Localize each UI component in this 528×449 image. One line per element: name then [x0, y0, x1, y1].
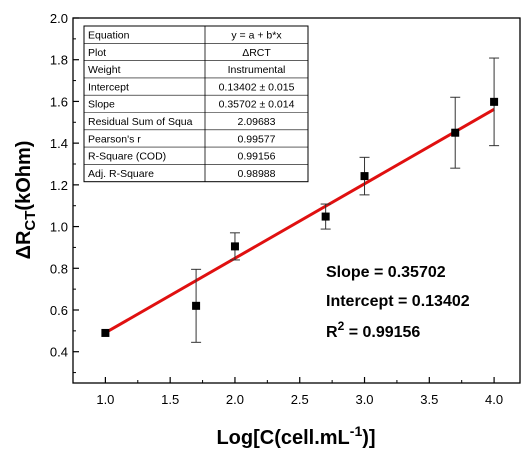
fit-table-value: y = a + b*x: [231, 30, 282, 42]
x-tick-label: 4.0: [485, 392, 503, 407]
fit-table-value: ΔRCT: [242, 47, 271, 59]
fit-line: [104, 108, 495, 335]
plot-frame: [72, 17, 521, 384]
x-tick-label: 3.0: [355, 392, 373, 407]
fit-table-label: Adj. R-Square: [88, 168, 154, 180]
fit-table-label: Slope: [88, 99, 115, 111]
fit-table-label: Weight: [88, 64, 121, 76]
x-tick-label: 1.5: [161, 392, 179, 407]
fit-table-value: Instrumental: [228, 64, 286, 76]
fit-table: [83, 25, 309, 183]
y-tick-label: 2.0: [50, 11, 68, 26]
fit-table-label: Pearson's r: [88, 133, 141, 145]
fit-annotation: Intercept = 0.13402: [326, 293, 470, 310]
data-point: [101, 328, 110, 337]
fit-annotation: R2 = 0.99156: [326, 319, 420, 341]
y-tick-label: 0.8: [50, 261, 68, 276]
data-point: [192, 301, 201, 310]
data-point: [230, 242, 239, 251]
y-tick-label: 0.6: [50, 303, 68, 318]
fit-table-label: Residual Sum of Squa: [88, 116, 193, 128]
x-tick-label: 1.0: [96, 392, 114, 407]
y-tick-label: 0.4: [50, 345, 68, 360]
fit-table-label: Intercept: [88, 81, 129, 93]
y-tick-label: 1.8: [50, 53, 68, 68]
x-tick-label: 2.0: [226, 392, 244, 407]
y-tick-label: 1.6: [50, 94, 68, 109]
fit-annotation: Slope = 0.35702: [326, 264, 446, 281]
fit-table-value: 0.99577: [238, 133, 276, 145]
fit-table-value: 2.09683: [238, 116, 276, 128]
data-point: [360, 172, 369, 181]
x-axis-title: Log[C(cell.mL-1)]: [216, 423, 375, 449]
fit-table-value: 0.35702 ± 0.014: [219, 99, 295, 111]
fit-table-value: 0.13402 ± 0.015: [219, 81, 295, 93]
fit-table-value: 0.99156: [238, 151, 276, 163]
y-tick-label: 1.0: [50, 220, 68, 235]
x-tick-label: 2.5: [291, 392, 309, 407]
y-tick-label: 1.4: [50, 136, 68, 151]
fit-table-label: Plot: [88, 47, 106, 59]
fit-table-value: 0.98988: [238, 168, 276, 180]
data-point: [321, 212, 330, 221]
fit-table-label: Equation: [88, 30, 130, 42]
fit-table-label: R-Square (COD): [88, 151, 166, 163]
x-tick-label: 3.5: [420, 392, 438, 407]
y-tick-label: 1.2: [50, 178, 68, 193]
data-point: [490, 97, 499, 106]
data-point: [451, 128, 460, 137]
y-axis-title: ΔRCT(kOhm): [13, 141, 39, 260]
